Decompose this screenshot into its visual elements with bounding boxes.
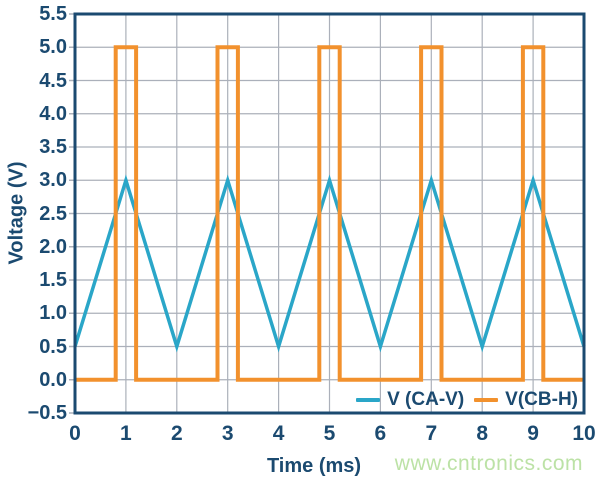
y-tick-label: 5.0	[39, 36, 67, 59]
legend-line-sample-teal	[356, 398, 381, 402]
x-tick-label: 4	[272, 422, 285, 445]
legend-label-ca-v: V (CA-V)	[387, 389, 465, 410]
x-tick-label: 1	[120, 422, 132, 445]
y-tick-label: 3.5	[39, 136, 67, 158]
legend: V (CA-V) V(CB-H)	[356, 389, 578, 411]
x-tick-label: 6	[374, 422, 387, 445]
x-tick-label: 5	[323, 422, 336, 445]
y-tick-label: 3.0	[39, 169, 67, 192]
legend-label-cb-h: V(CB-H)	[505, 389, 578, 410]
x-tick-label: 7	[425, 422, 438, 445]
y-tick-label: 4.5	[39, 69, 67, 92]
x-tick-label: 3	[221, 422, 234, 445]
watermark: www.cntronics.com	[394, 452, 583, 475]
legend-item-ca-v: V (CA-V)	[356, 389, 464, 411]
y-tick-label: 2.5	[39, 202, 67, 225]
legend-item-cb-h: V(CB-H)	[474, 389, 578, 411]
y-tick-label: 1.5	[39, 269, 67, 291]
y-tick-label: 0.5	[39, 335, 67, 358]
y-tick-label: 2.0	[39, 235, 67, 258]
x-axis-title: Time (ms)	[266, 455, 362, 477]
x-tick-label: 9	[527, 422, 539, 445]
y-tick-label: 5.5	[39, 3, 67, 25]
x-tick-label: 8	[476, 422, 489, 445]
y-tick-label: 0.0	[39, 368, 67, 391]
x-tick-label: 2	[170, 422, 183, 445]
y-tick-label: −0.5	[27, 402, 67, 424]
y-tick-label: 1.0	[39, 302, 67, 325]
x-tick-label: 0	[69, 422, 81, 445]
x-tick-label: 10	[572, 422, 596, 445]
y-tick-label: 4.0	[39, 102, 67, 125]
legend-line-sample-orange	[474, 398, 499, 402]
